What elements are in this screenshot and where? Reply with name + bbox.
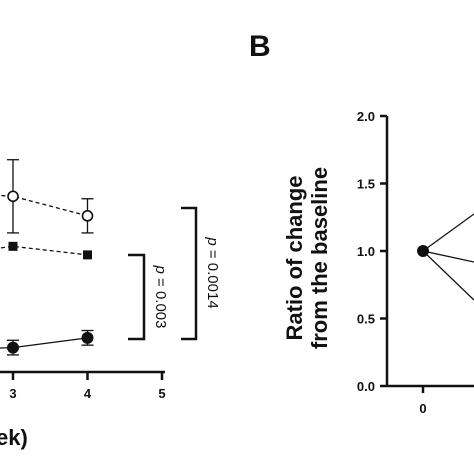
- panel-a-x-tick-label: 3: [9, 386, 16, 401]
- panel-a-series-2-point: [7, 341, 19, 354]
- panel-b-series: [417, 213, 474, 301]
- panel-a-series-0-point: [81, 210, 94, 222]
- panel-a-x-axis-label: ek): [0, 425, 28, 450]
- panel-a-series-2-point: [81, 331, 94, 344]
- pvalue-p-003: p = 0.003: [152, 265, 169, 329]
- panel-b-x-ticks: 0: [419, 386, 427, 416]
- panel-b-baseline-point: [417, 245, 429, 257]
- bracket-p-0014-line: [181, 206, 198, 341]
- panel-a-series-1-point: [83, 250, 92, 260]
- panel-b-y-tick-label: 0.0: [357, 379, 375, 394]
- panel-b-y-tick-label: 1.5: [357, 177, 375, 192]
- panel-b: B Ratio of change from the baseline 0.00…: [249, 30, 474, 416]
- panel-a-x-tick-label: 4: [84, 386, 92, 401]
- panel-b-y-tick-label: 1.0: [357, 244, 375, 259]
- pvalue-p-0014: p = 0.0014: [204, 236, 221, 308]
- panel-a: 3 4 5 ek) p = 0.003 p = 0.0014: [0, 159, 221, 450]
- bracket-p-003-line: [128, 253, 146, 341]
- panel-b-letter: B: [249, 30, 271, 63]
- panel-b-y-axis-label-line-1: Ratio of change: [282, 175, 307, 340]
- panel-a-x-tick-label: 5: [158, 386, 165, 401]
- panel-b-series-line-1: [422, 250, 474, 263]
- bracket-p-0014: p = 0.0014: [181, 206, 221, 341]
- panel-b-y-axis-label-line-2: from the baseline: [307, 167, 332, 349]
- panel-b-y-ticks: 0.0 0.5 1.0 1.5 2.0: [357, 109, 387, 394]
- panel-b-series-line-2: [422, 250, 474, 301]
- panel-b-y-tick-label: 2.0: [357, 109, 375, 124]
- panel-b-x-tick-label: 0: [419, 401, 426, 416]
- panel-a-series-1-point: [8, 241, 18, 251]
- panel-a-x-ticks: 3 4 5: [9, 372, 166, 401]
- panel-a-series-0-line: [0, 194, 88, 217]
- panel-a-series-0-point: [7, 190, 19, 203]
- bracket-p-003: p = 0.003: [128, 253, 169, 341]
- panel-b-series-line-0: [422, 213, 474, 252]
- panel-a-series: [0, 159, 94, 356]
- panel-b-y-tick-label: 0.5: [357, 312, 375, 327]
